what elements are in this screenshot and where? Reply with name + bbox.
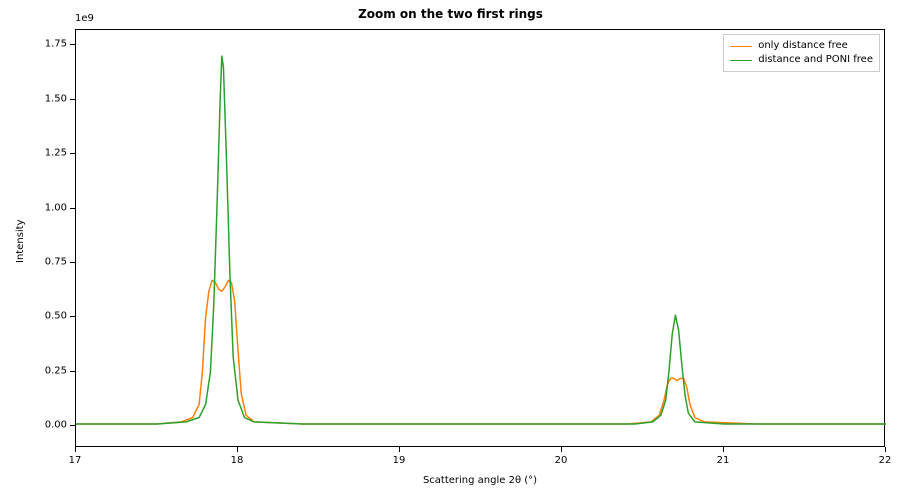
legend: only distance freedistance and PONI free	[723, 34, 880, 72]
y-tick-mark	[70, 99, 75, 100]
y-axis-label: Intensity	[15, 219, 26, 263]
x-tick-label: 21	[717, 455, 730, 466]
x-tick-label: 18	[231, 455, 244, 466]
y-tick-mark	[70, 44, 75, 45]
x-tick-mark	[561, 447, 562, 452]
legend-label: distance and PONI free	[758, 53, 873, 67]
y-tick-label: 1.25	[39, 148, 67, 159]
y-axis-scale-label: 1e9	[75, 13, 94, 24]
line-plot-svg	[76, 30, 886, 448]
plot-area: only distance freedistance and PONI free	[75, 29, 885, 447]
y-tick-label: 0.00	[39, 420, 67, 431]
y-tick-mark	[70, 262, 75, 263]
series-line	[76, 56, 886, 424]
y-tick-label: 1.00	[39, 202, 67, 213]
y-tick-mark	[70, 153, 75, 154]
y-tick-label: 0.25	[39, 365, 67, 376]
legend-label: only distance free	[758, 39, 848, 53]
x-tick-mark	[723, 447, 724, 452]
y-tick-label: 0.50	[39, 311, 67, 322]
y-tick-mark	[70, 316, 75, 317]
x-tick-mark	[885, 447, 886, 452]
x-tick-mark	[237, 447, 238, 452]
chart-figure: Zoom on the two first rings 1e9 only dis…	[0, 0, 901, 500]
y-tick-mark	[70, 425, 75, 426]
x-tick-label: 17	[69, 455, 82, 466]
chart-title: Zoom on the two first rings	[0, 7, 901, 21]
series-line	[76, 280, 886, 424]
legend-swatch	[730, 46, 752, 47]
x-tick-mark	[75, 447, 76, 452]
y-tick-label: 1.75	[39, 39, 67, 50]
x-axis-label: Scattering angle 2θ (°)	[75, 475, 885, 486]
y-tick-mark	[70, 208, 75, 209]
x-tick-mark	[399, 447, 400, 452]
y-tick-label: 0.75	[39, 256, 67, 267]
x-tick-label: 22	[879, 455, 892, 466]
x-tick-label: 19	[393, 455, 406, 466]
legend-swatch	[730, 60, 752, 61]
x-tick-label: 20	[555, 455, 568, 466]
legend-item: distance and PONI free	[730, 53, 873, 67]
y-tick-mark	[70, 371, 75, 372]
legend-item: only distance free	[730, 39, 873, 53]
y-tick-label: 1.50	[39, 93, 67, 104]
